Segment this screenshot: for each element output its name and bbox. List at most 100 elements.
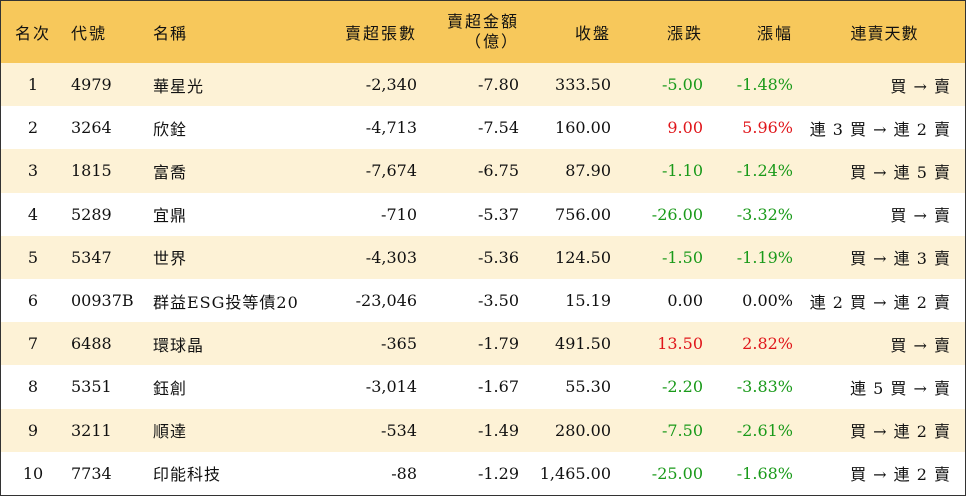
header-consecutive-days[interactable]: 連賣天數 — [850, 24, 919, 43]
header-net-sell-amount-line2: （億） — [464, 32, 519, 51]
cell-close: 1,465.00 — [539, 463, 611, 483]
cell-net-sell-lots: -7,674 — [365, 161, 417, 181]
cell-close: 87.90 — [565, 161, 611, 181]
cell-consecutive-days: 買 → 賣 — [890, 76, 951, 96]
cell-change: -25.00 — [651, 463, 703, 483]
cell-net-sell-lots: -23,046 — [355, 291, 417, 311]
cell-change-pct: -1.24% — [736, 161, 793, 181]
cell-code: 3211 — [71, 420, 112, 440]
cell-close: 55.30 — [565, 377, 611, 397]
header-net-sell-amount[interactable]: 賣超金額 （億） — [427, 1, 529, 63]
cell-name: 宜鼎 — [153, 206, 188, 226]
cell-code: 4979 — [71, 75, 112, 95]
cell-rank: 1 — [27, 75, 39, 95]
cell-net-sell-amount: -7.80 — [477, 75, 519, 95]
cell-change-pct: -3.32% — [736, 204, 793, 224]
cell-net-sell-amount: -1.67 — [477, 377, 519, 397]
header-change[interactable]: 漲跌 — [666, 24, 703, 43]
cell-change: -2.20 — [661, 377, 703, 397]
cell-code: 1815 — [71, 161, 112, 181]
table-header: 名次 代號 名稱 賣超張數 賣超金額 （億） 收盤 漲跌 漲幅 連賣天數 — [1, 1, 965, 63]
cell-name: 富喬 — [153, 162, 188, 182]
cell-net-sell-amount: -3.50 — [477, 291, 519, 311]
header-name[interactable]: 名稱 — [153, 24, 188, 43]
cell-name: 順達 — [153, 422, 188, 442]
cell-code: 7734 — [71, 463, 112, 483]
cell-close: 491.50 — [555, 334, 611, 354]
cell-net-sell-lots: -534 — [381, 420, 417, 440]
header-code[interactable]: 代號 — [71, 24, 108, 43]
cell-consecutive-days: 買 → 連 2 賣 — [850, 422, 951, 442]
header-net-sell-amount-line1: 賣超金額 — [446, 12, 519, 31]
cell-name: 欣銓 — [153, 119, 188, 139]
cell-rank: 4 — [27, 204, 39, 224]
cell-name: 鈺創 — [153, 378, 188, 398]
header-change-pct[interactable]: 漲幅 — [756, 24, 793, 43]
table-row[interactable]: 3 1815 富喬 -7,674 -6.75 87.90 -1.10 -1.24% 買 → 連 … — [1, 149, 965, 193]
cell-change: -5.00 — [661, 75, 703, 95]
cell-change: 9.00 — [667, 118, 703, 138]
table-row[interactable]: 2 3264 欣銓 -4,713 -7.54 160.00 9.00 5.96% 連 3 買 →… — [1, 106, 965, 150]
table-row[interactable]: 10 7734 印能科技 -88 -1.29 1,465.00 -25.00 -1.68% 買 … — [1, 451, 965, 495]
cell-consecutive-days: 連 5 買 → 賣 — [850, 378, 951, 398]
cell-close: 333.50 — [555, 75, 611, 95]
cell-net-sell-lots: -3,014 — [365, 377, 417, 397]
cell-net-sell-amount: -5.36 — [477, 247, 519, 267]
cell-net-sell-lots: -365 — [381, 334, 417, 354]
cell-consecutive-days: 連 2 買 → 連 2 賣 — [809, 292, 951, 312]
cell-net-sell-amount: -5.37 — [477, 204, 519, 224]
cell-change-pct: 2.82% — [742, 334, 793, 354]
cell-rank: 9 — [27, 420, 39, 440]
cell-code: 00937B — [71, 291, 134, 311]
cell-code: 5347 — [71, 247, 112, 267]
cell-code: 5289 — [71, 204, 112, 224]
cell-net-sell-amount: -7.54 — [477, 118, 519, 138]
cell-change-pct: 5.96% — [742, 118, 793, 138]
cell-change: 0.00 — [667, 291, 703, 311]
cell-code: 3264 — [71, 118, 112, 138]
table-row[interactable]: 5 5347 世界 -4,303 -5.36 124.50 -1.50 -1.19% 買 → 連… — [1, 235, 965, 279]
cell-close: 756.00 — [555, 204, 611, 224]
cell-change: 13.50 — [657, 334, 703, 354]
cell-consecutive-days: 買 → 賣 — [890, 206, 951, 226]
cell-rank: 5 — [27, 247, 39, 267]
cell-rank: 8 — [27, 377, 39, 397]
cell-net-sell-amount: -6.75 — [477, 161, 519, 181]
table-row[interactable]: 7 6488 環球晶 -365 -1.79 491.50 13.50 2.82% 買 → 賣 — [1, 322, 965, 366]
table-row[interactable]: 6 00937B 群益ESG投等債20 -23,046 -3.50 15.19 0.00 0.… — [1, 278, 965, 323]
cell-consecutive-days: 買 → 連 2 賣 — [850, 465, 951, 485]
table-body: 1 4979 華星光 -2,340 -7.80 333.50 -5.00 -1.48% 買 → … — [1, 63, 965, 495]
header-rank[interactable]: 名次 — [14, 24, 51, 43]
cell-change: -26.00 — [651, 204, 703, 224]
cell-consecutive-days: 連 3 買 → 連 2 賣 — [809, 119, 951, 139]
cell-close: 160.00 — [555, 118, 611, 138]
cell-code: 6488 — [71, 334, 112, 354]
cell-rank: 2 — [27, 118, 39, 138]
header-close[interactable]: 收盤 — [574, 24, 611, 43]
cell-net-sell-lots: -88 — [391, 463, 417, 483]
cell-rank: 3 — [27, 161, 39, 181]
cell-consecutive-days: 買 → 連 5 賣 — [850, 162, 951, 182]
cell-change-pct: -1.68% — [736, 463, 793, 483]
table-row[interactable]: 8 5351 鈺創 -3,014 -1.67 55.30 -2.20 -3.83% 連 5 買 … — [1, 365, 965, 409]
table-row[interactable]: 9 3211 順達 -534 -1.49 280.00 -7.50 -2.61% 買 → 連 2… — [1, 408, 965, 452]
cell-net-sell-lots: -4,303 — [365, 247, 417, 267]
cell-rank: 6 — [27, 291, 39, 311]
cell-change-pct: 0.00% — [742, 291, 793, 311]
cell-name: 印能科技 — [153, 465, 222, 485]
cell-name: 環球晶 — [153, 335, 205, 355]
cell-net-sell-amount: -1.49 — [477, 420, 519, 440]
cell-net-sell-lots: -2,340 — [365, 75, 417, 95]
cell-change-pct: -3.83% — [736, 377, 793, 397]
table-row[interactable]: 1 4979 華星光 -2,340 -7.80 333.50 -5.00 -1.48% 買 → … — [1, 63, 965, 107]
cell-change-pct: -1.48% — [736, 75, 793, 95]
cell-change: -7.50 — [661, 420, 703, 440]
cell-close: 15.19 — [565, 291, 611, 311]
table-row[interactable]: 4 5289 宜鼎 -710 -5.37 756.00 -26.00 -3.32% 買 → 賣 — [1, 192, 965, 236]
cell-name: 世界 — [153, 249, 188, 269]
header-net-sell-lots[interactable]: 賣超張數 — [344, 24, 417, 43]
cell-consecutive-days: 買 → 連 3 賣 — [850, 249, 951, 269]
cell-consecutive-days: 買 → 賣 — [890, 335, 951, 355]
